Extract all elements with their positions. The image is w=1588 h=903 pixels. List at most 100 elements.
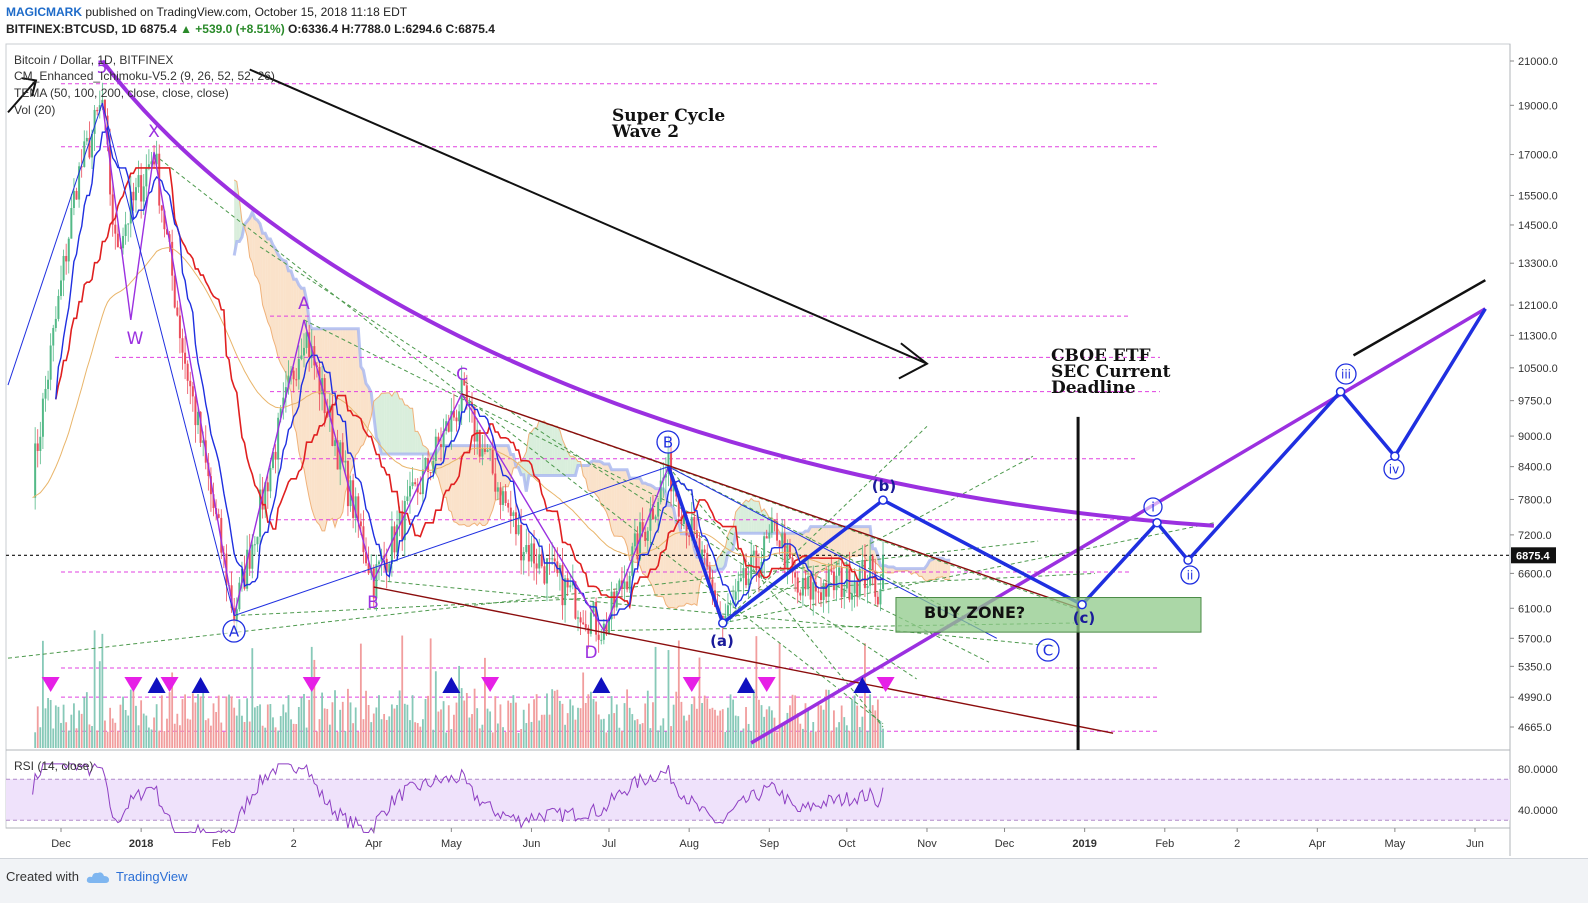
legend-rsi[interactable]: RSI (14, close) bbox=[14, 759, 94, 773]
volume-bar bbox=[124, 710, 127, 748]
buy-zone-label: BUY ZONE? bbox=[924, 603, 1025, 622]
volume-bar bbox=[416, 723, 419, 748]
candle-body bbox=[708, 566, 711, 580]
volume-bar bbox=[375, 707, 378, 748]
volume-bar bbox=[424, 698, 427, 748]
volume-bar bbox=[279, 716, 282, 748]
candle-body bbox=[217, 514, 220, 518]
candle-body bbox=[419, 492, 422, 495]
candle-body bbox=[587, 627, 590, 634]
volume-bar bbox=[328, 724, 331, 748]
wave-5-label: 5 bbox=[97, 58, 108, 78]
legend-tema[interactable]: TEMA (50, 100, 200, close, close, close) bbox=[14, 86, 229, 100]
time-tick-label: Apr bbox=[365, 838, 382, 850]
volume-bar bbox=[204, 720, 207, 748]
volume-bar bbox=[721, 709, 724, 748]
volume-bar bbox=[228, 694, 230, 748]
candle-body bbox=[308, 332, 311, 358]
candle-body bbox=[292, 370, 295, 380]
low-label: L: bbox=[394, 22, 406, 36]
wave-ii: ii bbox=[1187, 568, 1194, 582]
fan-line-6 bbox=[722, 455, 1034, 624]
volume-bar bbox=[104, 720, 106, 748]
volume-bar bbox=[690, 704, 693, 748]
candle-body bbox=[527, 545, 530, 562]
candle-body bbox=[801, 577, 804, 596]
volume-bar bbox=[212, 703, 215, 748]
candle-body bbox=[93, 109, 96, 134]
volume-bar bbox=[225, 696, 228, 748]
volume-bar bbox=[140, 700, 143, 748]
buy-marker bbox=[737, 677, 756, 693]
wave-c-circled-circle bbox=[1036, 638, 1060, 662]
volume-bar bbox=[861, 716, 864, 748]
volume-bar bbox=[47, 698, 49, 748]
volume-bar bbox=[504, 732, 507, 748]
legend-title[interactable]: Bitcoin / Dollar, 1D, BITFINEX bbox=[14, 53, 174, 67]
volume-bar bbox=[336, 731, 339, 748]
wedge-upper bbox=[461, 393, 1080, 609]
volume-bar bbox=[840, 705, 843, 748]
time-tick-label: Apr bbox=[1309, 838, 1326, 850]
volume-bar bbox=[515, 702, 517, 748]
legend-ichimoku[interactable]: CM_Enhanced_Ichimoku-V5.2 (9, 26, 52, 52… bbox=[14, 69, 275, 83]
wave-a-paren: (a) bbox=[710, 632, 734, 650]
candle-body bbox=[199, 411, 202, 443]
volume-bar bbox=[406, 704, 409, 748]
volume-bar bbox=[561, 703, 564, 748]
pivot-dot bbox=[1335, 386, 1346, 397]
candle-body bbox=[178, 315, 181, 339]
candle-body bbox=[284, 387, 287, 398]
time-tick-label: Dec bbox=[995, 838, 1015, 850]
fan-lines bbox=[7, 154, 1215, 728]
candle-body bbox=[352, 480, 355, 518]
tradingview-link[interactable]: TradingView bbox=[116, 869, 188, 884]
candle-body bbox=[654, 516, 657, 520]
volume-bar bbox=[796, 713, 799, 748]
tenkan-line bbox=[55, 125, 884, 622]
black-continuation-line bbox=[1352, 279, 1486, 357]
author-link[interactable]: MAGICMARK bbox=[6, 5, 82, 19]
volume-bar bbox=[189, 719, 192, 748]
candle-body bbox=[768, 532, 771, 539]
candle-body bbox=[825, 583, 828, 597]
volume-bar bbox=[380, 719, 383, 748]
candle-body bbox=[822, 583, 825, 600]
volume-bar bbox=[776, 732, 778, 748]
volume-bar bbox=[750, 731, 753, 748]
volume-bar bbox=[851, 700, 853, 748]
candle-body bbox=[295, 379, 298, 381]
candle-body bbox=[429, 471, 432, 474]
price-tick-label: 7200.0 bbox=[1518, 530, 1552, 542]
legend-volume[interactable]: Vol (20) bbox=[14, 103, 56, 117]
candle-body bbox=[765, 536, 768, 539]
candle-body bbox=[835, 575, 838, 591]
volume-bar bbox=[91, 726, 93, 748]
volume-bar bbox=[326, 708, 329, 748]
candle-body bbox=[160, 205, 163, 211]
candle-body bbox=[401, 511, 404, 541]
volume-bar bbox=[484, 657, 486, 748]
candle-body bbox=[564, 578, 567, 606]
volume-bar bbox=[372, 713, 375, 748]
volume-bar bbox=[403, 703, 406, 748]
volume-bar bbox=[272, 717, 274, 748]
volume-bar bbox=[874, 710, 877, 748]
volume-bar bbox=[173, 723, 176, 748]
time-tick-label: Nov bbox=[917, 838, 937, 850]
indicator-lines bbox=[32, 125, 884, 622]
volume-bar bbox=[191, 693, 194, 748]
volume-bar bbox=[297, 706, 300, 748]
time-tick-label: Sep bbox=[760, 838, 780, 850]
price-tick-label: 6100.0 bbox=[1518, 603, 1552, 615]
volume-bar bbox=[571, 705, 574, 748]
volume-bar bbox=[758, 699, 760, 748]
close-label: C: bbox=[445, 22, 459, 36]
volume-bar bbox=[569, 699, 572, 748]
volume-bar bbox=[344, 730, 347, 748]
candle-body bbox=[812, 582, 815, 600]
volume-bar bbox=[388, 716, 391, 748]
candle-body bbox=[437, 436, 440, 445]
volume-bar bbox=[75, 728, 78, 748]
